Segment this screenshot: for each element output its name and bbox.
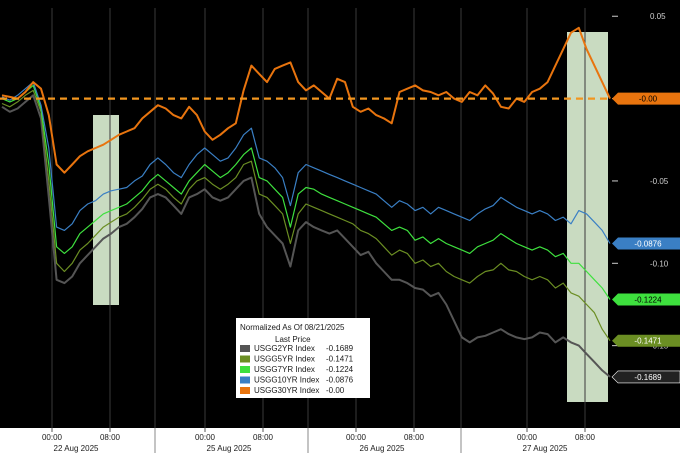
x-tick-date-label: 25 Aug 2025	[207, 444, 252, 453]
end-label-box	[612, 334, 680, 347]
series-line-usgg30yr-index	[1, 26, 611, 174]
x-tick-time-label: 00:00	[42, 433, 63, 442]
legend-items: USGG2YR Index -0.1689 USGG5YR Index -0.1471…	[240, 344, 354, 395]
x-tick-time-label: 08:00	[404, 433, 425, 442]
x-axis: 00:00 08:00 00:00 08:00 00:00 08:00 00:00 08:00…	[0, 428, 680, 453]
legend-series-name: USGG2YR Index	[254, 344, 315, 353]
legend-series-value: -0.0876	[326, 376, 354, 385]
x-tick-time-label: 08:00	[575, 433, 596, 442]
legend-series-value: -0.1224	[326, 365, 354, 374]
series-line-usgg7yr-index	[1, 84, 611, 300]
legend-series-name: USGG5YR Index	[254, 355, 315, 364]
x-tick-date-label: 27 Aug 2025	[523, 444, 568, 453]
highlight-band-2	[567, 32, 608, 402]
legend-series-name: USGG7YR Index	[254, 365, 315, 374]
legend-swatch	[240, 376, 250, 384]
legend-series-name: USGG10YR Index	[254, 376, 319, 385]
end-label-text: -0.1224	[634, 296, 662, 305]
series-line-usgg2yr-index	[1, 94, 611, 378]
series-lines	[1, 26, 611, 378]
end-label-text: -0.00	[639, 95, 658, 104]
end-label-box	[611, 370, 680, 384]
legend-swatch	[240, 366, 250, 373]
x-tick-time-label: 08:00	[100, 433, 121, 442]
legend-swatch	[240, 345, 250, 352]
end-label-box	[612, 293, 680, 306]
legend-series-value: -0.1689	[326, 344, 354, 353]
end-label-text: -0.0876	[634, 240, 662, 249]
end-label-box	[612, 237, 680, 250]
legend-series-value: -0.1471	[326, 355, 354, 364]
x-tick-time-label: 00:00	[195, 433, 216, 442]
legend-series-value: -0.00	[326, 386, 345, 395]
y-tick-label: -0.05	[650, 177, 669, 186]
y-tick-label: 0.05	[650, 12, 666, 21]
legend: Normalized As Of 08/21/2025 Last Price U…	[236, 318, 370, 398]
end-labels: -0.1689 -0.1471 -0.1224 -0.0876 -0.00	[611, 92, 680, 384]
legend-box	[236, 318, 370, 398]
legend-swatch	[240, 355, 250, 363]
legend-swatch	[240, 387, 250, 394]
y-tick-label: -0.10	[650, 259, 669, 268]
x-tick-time-label: 00:00	[346, 433, 367, 442]
end-label-box	[612, 92, 680, 105]
end-label-text: -0.1689	[634, 373, 662, 382]
series-line-usgg10yr-index	[1, 81, 611, 244]
x-tick-time-label: 00:00	[517, 433, 538, 442]
legend-title: Normalized As Of 08/21/2025	[240, 323, 345, 332]
x-tick-time-label: 08:00	[253, 433, 274, 442]
end-label-text: -0.1471	[634, 337, 662, 346]
series-line-usgg5yr-index	[1, 89, 611, 342]
legend-series-name: USGG30YR Index	[254, 386, 319, 395]
x-axis-background	[0, 428, 680, 453]
x-tick-date-label: 26 Aug 2025	[360, 444, 405, 453]
x-tick-date-label: 22 Aug 2025	[54, 444, 99, 453]
legend-subtitle: Last Price	[275, 335, 311, 344]
